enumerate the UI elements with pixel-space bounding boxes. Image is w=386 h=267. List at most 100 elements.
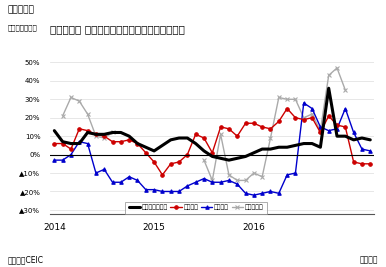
- 電気機械: [93, 133, 98, 136]
- 工業生産量指数: [351, 138, 356, 142]
- 電気機械: [252, 122, 256, 125]
- 工業生産量指数: [193, 142, 198, 145]
- 機械・設備: [77, 100, 81, 103]
- 機械・設備: [218, 133, 223, 136]
- 食品加工: [135, 179, 140, 182]
- 食品加工: [77, 140, 81, 143]
- 食品加工: [335, 127, 339, 130]
- 工業生産量指数: [327, 87, 331, 90]
- 食品加工: [193, 181, 198, 184]
- 食品加工: [177, 190, 181, 193]
- 食品加工: [368, 149, 372, 152]
- 機械・設備: [268, 136, 273, 140]
- Line: 工業生産量指数: 工業生産量指数: [54, 88, 370, 160]
- 機械・設備: [93, 135, 98, 138]
- 電気機械: [60, 142, 65, 145]
- 食品加工: [301, 101, 306, 105]
- 工業生産量指数: [177, 136, 181, 140]
- 食品加工: [310, 107, 314, 110]
- 工業生産量指数: [110, 131, 115, 134]
- 電気機械: [351, 160, 356, 164]
- 電気機械: [177, 160, 181, 164]
- 工業生産量指数: [293, 144, 298, 147]
- 機械・設備: [285, 98, 290, 101]
- 工業生産量指数: [310, 142, 314, 145]
- 工業生産量指数: [185, 136, 190, 140]
- Text: フィリピン 工業生産量指数（業種別）の伸び率: フィリピン 工業生産量指数（業種別）の伸び率: [50, 24, 185, 34]
- Line: 機械・設備: 機械・設備: [60, 65, 348, 183]
- 工業生産量指数: [301, 142, 306, 145]
- 工業生産量指数: [85, 131, 90, 134]
- 機械・設備: [343, 88, 348, 92]
- 機械・設備: [327, 74, 331, 77]
- 機械・設備: [276, 96, 281, 99]
- 工業生産量指数: [276, 146, 281, 149]
- 電気機械: [110, 140, 115, 143]
- 工業生産量指数: [52, 129, 57, 132]
- 食品加工: [360, 147, 364, 151]
- 食品加工: [168, 190, 173, 193]
- 電気機械: [144, 151, 148, 154]
- 電気機械: [318, 131, 323, 134]
- 工業生産量指数: [368, 138, 372, 142]
- 電気機械: [327, 114, 331, 117]
- 電気機械: [168, 162, 173, 166]
- 食品加工: [102, 168, 107, 171]
- 電気機械: [285, 107, 290, 110]
- 機械・設備: [318, 129, 323, 132]
- 食品加工: [85, 142, 90, 145]
- 電気機械: [268, 127, 273, 130]
- Line: 電気機械: 電気機械: [52, 107, 372, 177]
- 機械・設備: [201, 159, 206, 162]
- 食品加工: [144, 188, 148, 191]
- 食品加工: [327, 129, 331, 132]
- 食品加工: [343, 107, 348, 110]
- Text: （図表６）: （図表６）: [8, 5, 35, 14]
- 電気機械: [160, 173, 165, 176]
- 機械・設備: [227, 173, 231, 176]
- 機械・設備: [110, 131, 115, 134]
- 食品加工: [201, 177, 206, 180]
- 電気機械: [102, 135, 107, 138]
- 工業生産量指数: [227, 159, 231, 162]
- 食品加工: [60, 159, 65, 162]
- 食品加工: [119, 181, 123, 184]
- 工業生産量指数: [77, 142, 81, 145]
- 電気機械: [335, 124, 339, 127]
- 工業生産量指数: [268, 147, 273, 151]
- 工業生産量指数: [218, 157, 223, 160]
- 食品加工: [210, 181, 215, 184]
- 機械・設備: [85, 112, 90, 116]
- 工業生産量指数: [260, 147, 264, 151]
- 機械・設備: [335, 66, 339, 70]
- 電気機械: [201, 136, 206, 140]
- 電気機械: [185, 153, 190, 156]
- 電気機械: [52, 142, 57, 145]
- 食品加工: [227, 179, 231, 182]
- 食品加工: [293, 171, 298, 175]
- 電気機械: [301, 118, 306, 121]
- 食品加工: [235, 183, 240, 186]
- 工業生産量指数: [69, 142, 73, 145]
- 食品加工: [52, 159, 57, 162]
- 電気機械: [152, 160, 156, 164]
- 電気機械: [276, 120, 281, 123]
- 工業生産量指数: [152, 149, 156, 152]
- 食品加工: [260, 192, 264, 195]
- Legend: 工業生産量指数, 電気機械, 食品加工, 機械・設備: 工業生産量指数, 電気機械, 食品加工, 機械・設備: [125, 202, 267, 214]
- 食品加工: [351, 131, 356, 134]
- 電気機械: [127, 138, 132, 142]
- 食品加工: [252, 194, 256, 197]
- 工業生産量指数: [235, 157, 240, 160]
- 食品加工: [152, 188, 156, 191]
- 電気機械: [343, 125, 348, 128]
- 電気機械: [218, 125, 223, 128]
- 機械・設備: [102, 136, 107, 140]
- 機械・設備: [69, 96, 73, 99]
- 工業生産量指数: [318, 146, 323, 149]
- 工業生産量指数: [210, 155, 215, 158]
- 工業生産量指数: [135, 142, 140, 145]
- 電気機械: [310, 116, 314, 119]
- 電気機械: [77, 127, 81, 130]
- 工業生産量指数: [127, 135, 132, 138]
